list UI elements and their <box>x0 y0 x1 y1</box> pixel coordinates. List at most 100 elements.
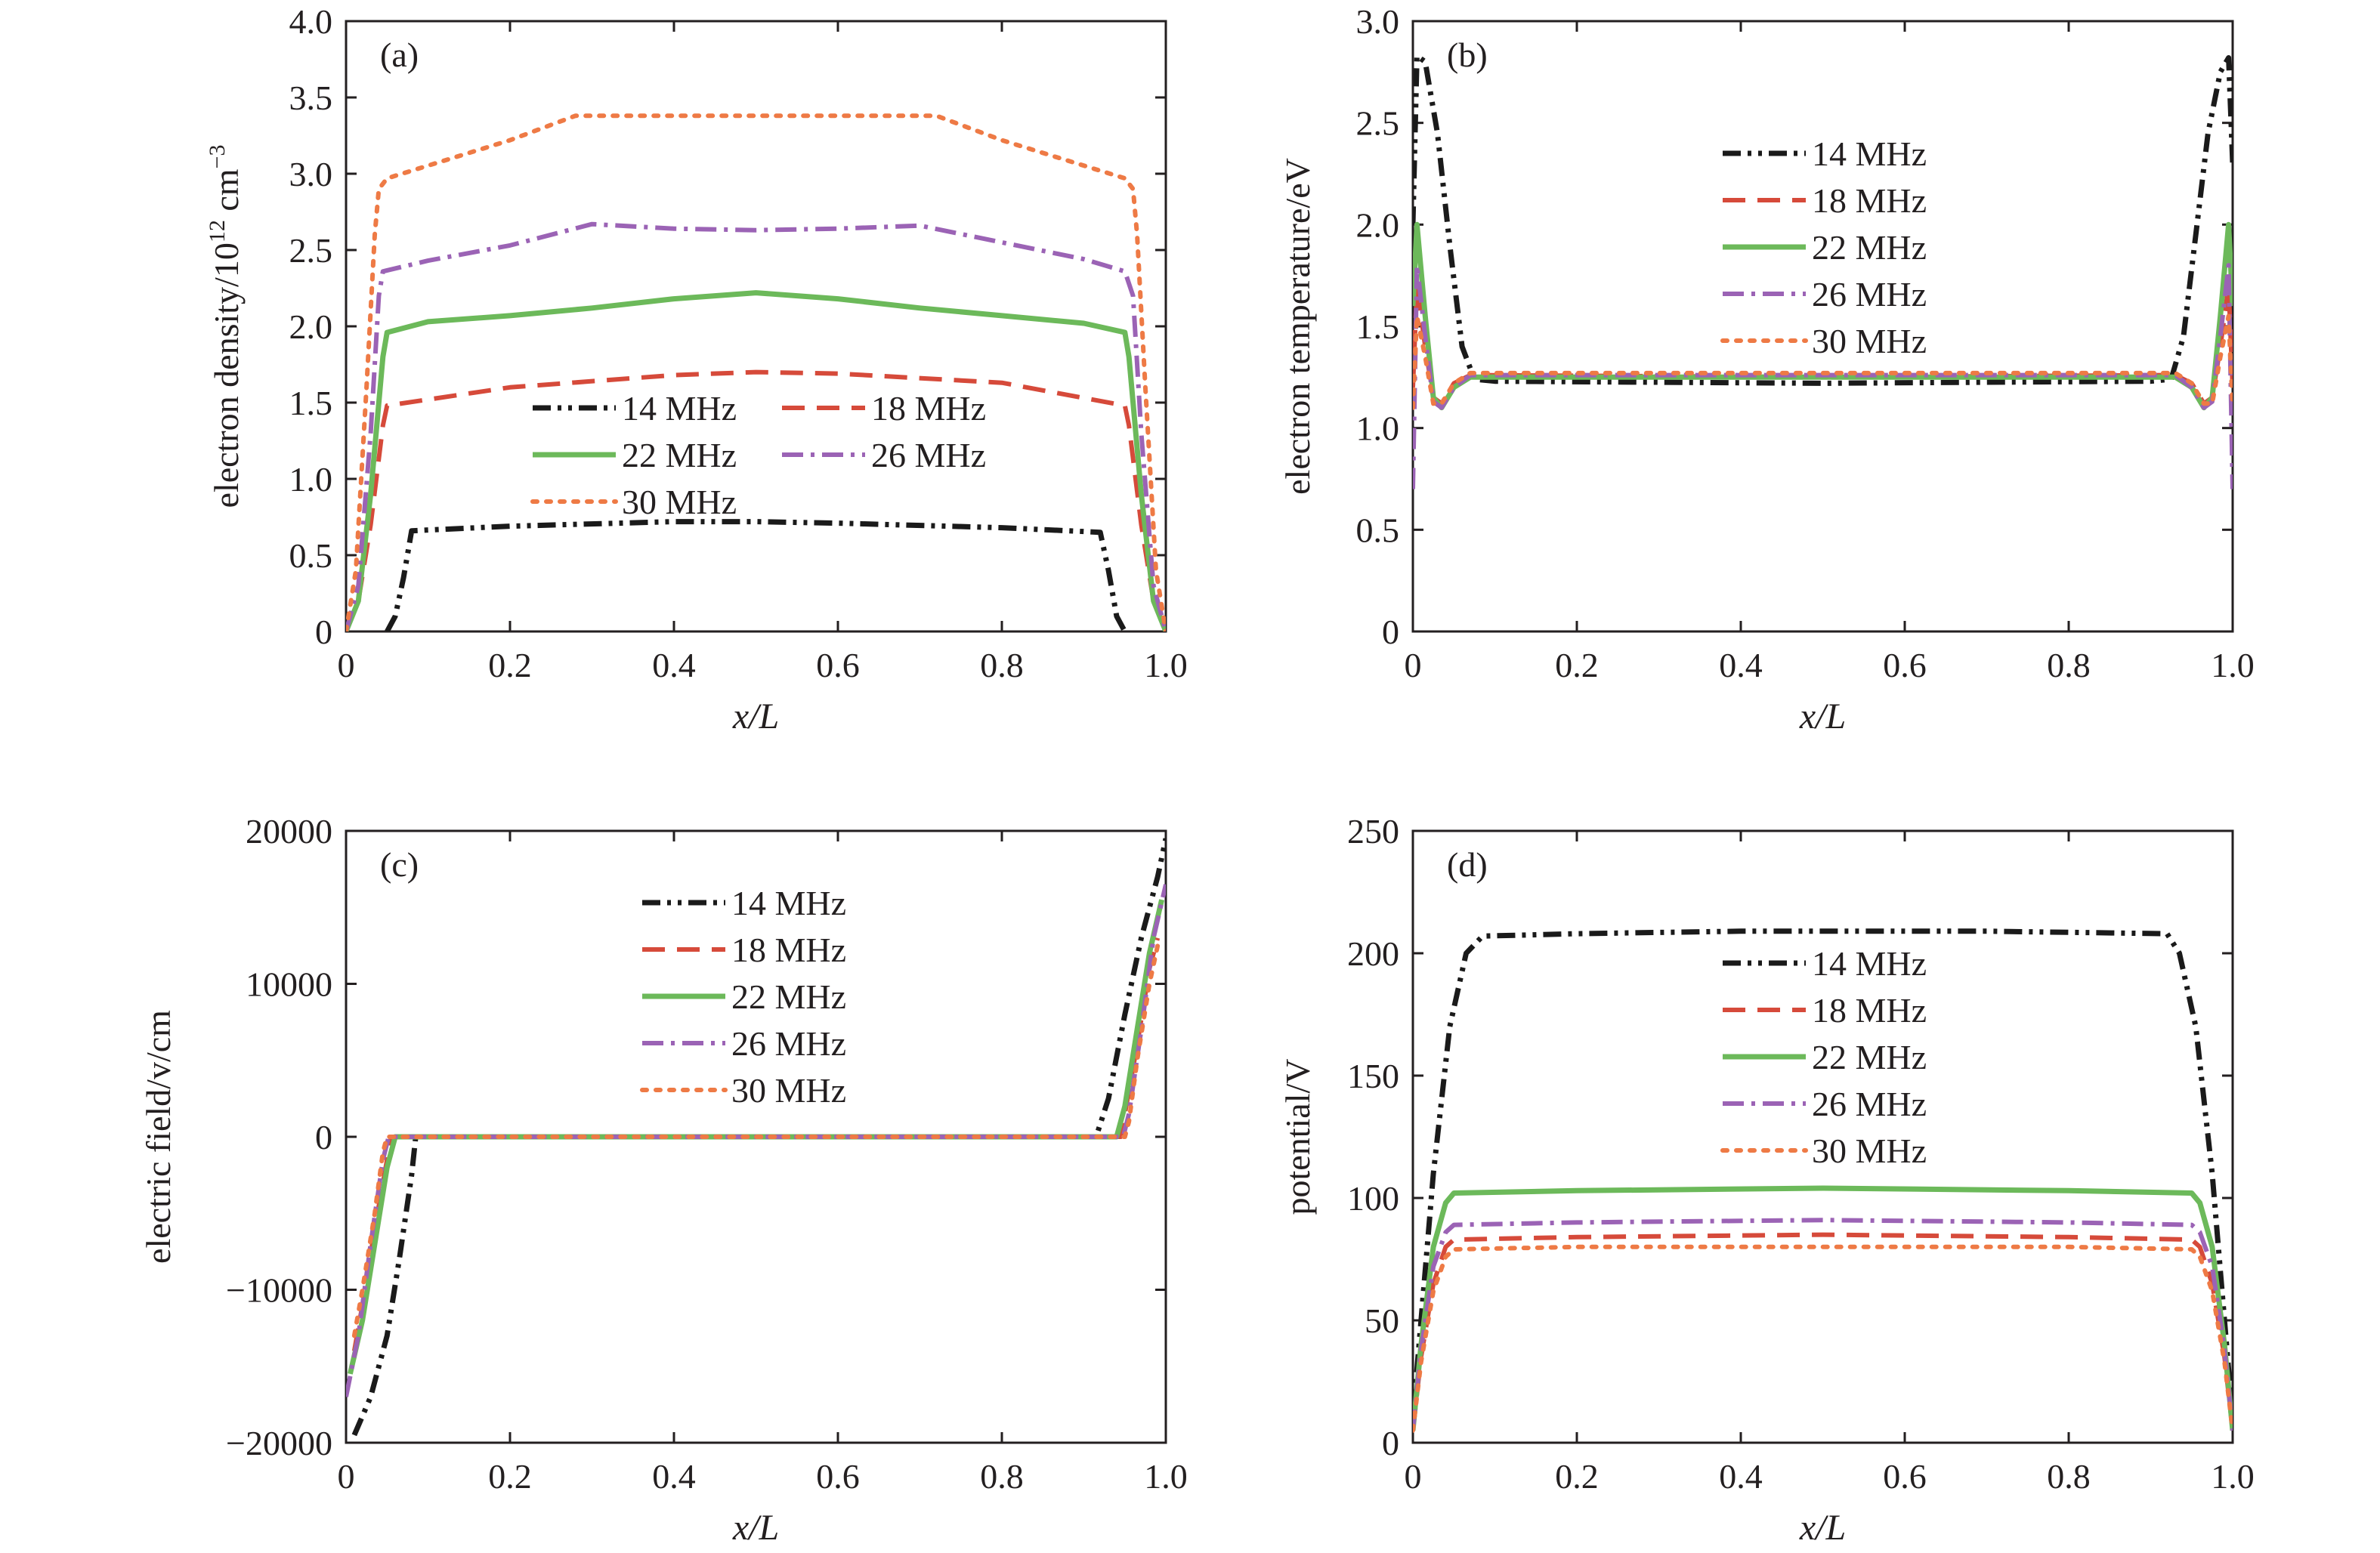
x-tick-label: 0 <box>1405 1457 1422 1496</box>
x-axis-label: x/L <box>1799 696 1846 736</box>
x-tick-label: 0.2 <box>1555 646 1599 684</box>
legend-label: 22 MHz <box>1812 1038 1927 1076</box>
x-tick-label: 0.4 <box>652 646 696 684</box>
x-tick-label: 0.6 <box>1883 1457 1927 1496</box>
y-axis-label-unit: cm <box>207 168 246 220</box>
legend: 14 MHz 18 MHz 22 MHz 26 MHz 30 MHz <box>530 389 986 521</box>
legend-label: 30 MHz <box>731 1071 846 1110</box>
panel-label: (d) <box>1447 845 1488 884</box>
legend-label: 18 MHz <box>731 931 846 969</box>
series-line-30-mhz <box>346 113 1166 631</box>
y-tick-label: 0 <box>1382 1424 1399 1462</box>
series-line-18-mhz <box>1413 1232 2233 1431</box>
y-tick-label: 10000 <box>246 965 332 1004</box>
series-line-22-mhz <box>346 290 1166 631</box>
x-tick-label: 0.4 <box>1719 1457 1763 1496</box>
y-axis-label: electron temperature/eV <box>1278 158 1317 495</box>
legend-label: 22 MHz <box>622 436 737 474</box>
y-axis-label: potential/V <box>1278 1059 1317 1215</box>
legend: 14 MHz 18 MHz 22 MHz 26 MHz 30 MHz <box>640 884 846 1110</box>
x-tick-label: 1.0 <box>1144 1457 1188 1496</box>
series-line-14-mhz <box>1413 928 2233 1419</box>
x-tick-label: 0.8 <box>980 646 1024 684</box>
y-tick-label: 0.5 <box>289 536 333 575</box>
legend-label: 14 MHz <box>731 884 846 922</box>
x-tick-label: 0.2 <box>488 646 532 684</box>
x-tick-label: 0.2 <box>488 1457 532 1496</box>
y-tick-label: 250 <box>1347 812 1399 851</box>
legend-label: 30 MHz <box>1812 322 1927 360</box>
x-tick-label: 1.0 <box>2211 1457 2255 1496</box>
legend: 14 MHz 18 MHz 22 MHz 26 MHz 30 MHz <box>1720 944 1927 1170</box>
legend-label: 30 MHz <box>622 483 737 521</box>
legend-label: 26 MHz <box>871 436 986 474</box>
y-tick-label: 2.5 <box>289 231 333 270</box>
chart-panel-a: 0 0.2 0.4 0.6 0.8 1.0 0 0.5 1.0 1.5 2.0 2.5 3.0 3.5 4.… <box>205 2 1188 736</box>
y-axis-label-sup: −3 <box>205 145 230 169</box>
panel-label: (c) <box>380 845 419 884</box>
chart-panel-d: 0 0.2 0.4 0.6 0.8 1.0 0 50 100 150 200 250 (d) x/L pot… <box>1278 812 2255 1548</box>
y-tick-label: 0 <box>315 613 332 651</box>
y-axis-label-main: electron density/10 <box>207 242 246 508</box>
series-line-26-mhz <box>1413 1218 2233 1431</box>
y-tick-label: 3.0 <box>289 155 333 193</box>
x-axis-label: x/L <box>1799 1508 1846 1548</box>
panel-label: (b) <box>1447 36 1488 74</box>
y-tick-label: 0 <box>315 1118 332 1156</box>
y-tick-label: 200 <box>1347 934 1399 973</box>
x-tick-label: 0.4 <box>652 1457 696 1496</box>
legend-label: 18 MHz <box>1812 991 1927 1030</box>
chart-panel-b: 0 0.2 0.4 0.6 0.8 1.0 0 0.5 1.0 1.5 2.0 2.5 3.0 (b) x/… <box>1278 2 2255 736</box>
y-tick-label: 4.0 <box>289 2 333 41</box>
panel-label: (a) <box>380 36 419 74</box>
series-line-30-mhz <box>1413 313 2233 410</box>
legend-label: 26 MHz <box>1812 1085 1927 1123</box>
series-line-30-mhz <box>1413 1244 2233 1433</box>
y-tick-label: 100 <box>1347 1179 1399 1218</box>
x-tick-label: 0 <box>338 646 355 684</box>
series-line-26-mhz <box>346 221 1166 631</box>
x-tick-label: 0.6 <box>816 1457 860 1496</box>
y-axis-label: electric field/v/cm <box>139 1010 178 1264</box>
x-tick-label: 0.8 <box>2047 1457 2091 1496</box>
series-line-30-mhz <box>351 943 1161 1338</box>
legend-label: 18 MHz <box>871 389 986 428</box>
series-line-22-mhz <box>1413 1185 2233 1431</box>
y-tick-label: 20000 <box>246 812 332 851</box>
legend: 14 MHz 18 MHz 22 MHz 26 MHz 30 MHz <box>1720 134 1927 360</box>
legend-label: 30 MHz <box>1812 1132 1927 1170</box>
x-tick-label: 0.8 <box>980 1457 1024 1496</box>
y-tick-label: 1.5 <box>1356 307 1400 346</box>
x-tick-label: 1.0 <box>1144 646 1188 684</box>
legend-label: 14 MHz <box>1812 134 1927 173</box>
x-axis-label: x/L <box>732 696 779 736</box>
y-tick-label: 3.0 <box>1356 2 1400 41</box>
x-tick-label: 0.4 <box>1719 646 1763 684</box>
legend-label: 26 MHz <box>1812 275 1927 313</box>
plot-frame <box>345 20 1167 633</box>
y-tick-label: 2.5 <box>1356 104 1400 143</box>
x-tick-label: 0.6 <box>1883 646 1927 684</box>
legend-label: 22 MHz <box>731 977 846 1016</box>
x-tick-label: 0.2 <box>1555 1457 1599 1496</box>
y-tick-label: 2.0 <box>289 307 333 346</box>
plot-frame <box>1411 829 2234 1444</box>
x-axis-label: x/L <box>732 1508 779 1548</box>
y-axis-label-sup: 12 <box>205 220 230 242</box>
legend-label: 14 MHz <box>1812 944 1927 983</box>
y-axis-label: electron density/1012 cm−3 <box>205 145 246 508</box>
series-line-18-mhz <box>346 369 1166 631</box>
y-tick-label: 1.0 <box>1356 409 1400 448</box>
legend-label: 14 MHz <box>622 389 737 428</box>
y-tick-label: 50 <box>1365 1301 1399 1340</box>
x-tick-label: 0.6 <box>816 646 860 684</box>
legend-label: 18 MHz <box>1812 181 1927 220</box>
y-tick-label: 1.0 <box>289 460 333 499</box>
y-tick-label: 2.0 <box>1356 205 1400 244</box>
y-tick-label: −10000 <box>226 1271 332 1310</box>
y-tick-label: 0.5 <box>1356 511 1400 549</box>
y-tick-label: −20000 <box>226 1424 332 1462</box>
y-tick-label: 150 <box>1347 1057 1399 1095</box>
series-line-14-mhz <box>385 519 1127 631</box>
